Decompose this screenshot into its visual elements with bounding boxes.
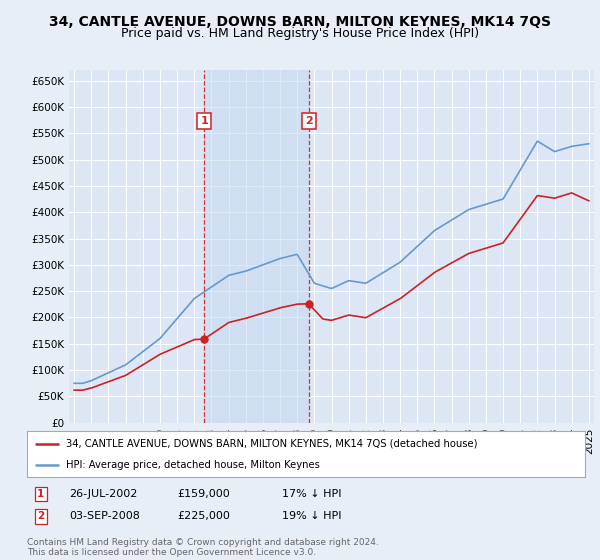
Text: 1: 1	[37, 489, 44, 499]
Text: 03-SEP-2008: 03-SEP-2008	[69, 511, 140, 521]
Text: HPI: Average price, detached house, Milton Keynes: HPI: Average price, detached house, Milt…	[66, 460, 320, 470]
Text: 34, CANTLE AVENUE, DOWNS BARN, MILTON KEYNES, MK14 7QS: 34, CANTLE AVENUE, DOWNS BARN, MILTON KE…	[49, 15, 551, 29]
Text: 34, CANTLE AVENUE, DOWNS BARN, MILTON KEYNES, MK14 7QS (detached house): 34, CANTLE AVENUE, DOWNS BARN, MILTON KE…	[66, 438, 478, 449]
Text: Contains HM Land Registry data © Crown copyright and database right 2024.
This d: Contains HM Land Registry data © Crown c…	[27, 538, 379, 557]
Text: Price paid vs. HM Land Registry's House Price Index (HPI): Price paid vs. HM Land Registry's House …	[121, 27, 479, 40]
Text: 17% ↓ HPI: 17% ↓ HPI	[282, 489, 341, 499]
Text: 2: 2	[37, 511, 44, 521]
Text: 19% ↓ HPI: 19% ↓ HPI	[282, 511, 341, 521]
Text: 26-JUL-2002: 26-JUL-2002	[69, 489, 137, 499]
Text: 2: 2	[305, 116, 313, 126]
Bar	[204, 70, 309, 423]
Text: £159,000: £159,000	[177, 489, 230, 499]
Text: 1: 1	[200, 116, 208, 126]
Text: £225,000: £225,000	[177, 511, 230, 521]
